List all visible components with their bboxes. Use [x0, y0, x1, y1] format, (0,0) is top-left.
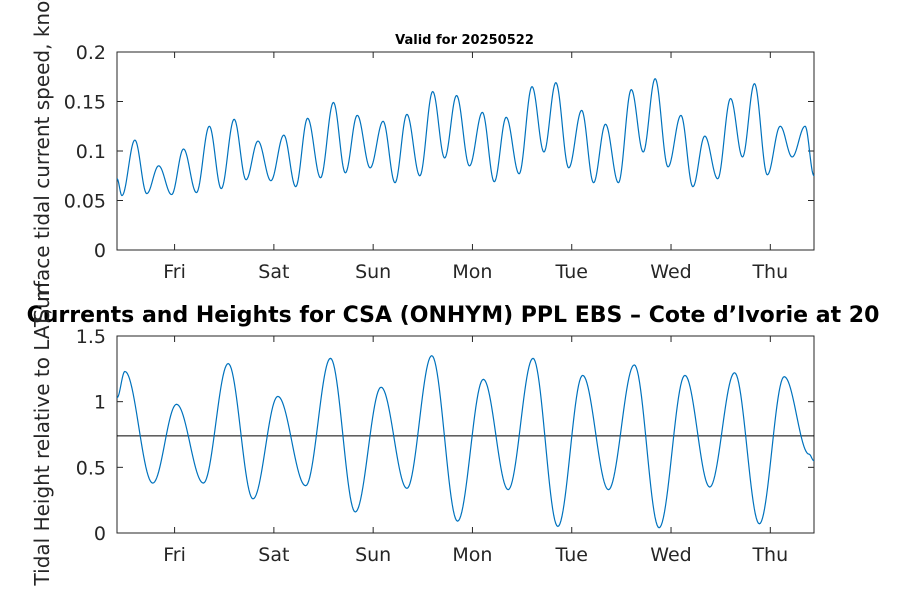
current-speed-x-tick-label: Tue	[555, 261, 588, 283]
current-speed-y-tick-label: 0.2	[76, 42, 106, 64]
tidal-height-x-tick-label: Thu	[751, 544, 788, 566]
tidal-height-y-tick-label: 0	[94, 523, 106, 545]
tidal-height-x-tick-label: Wed	[650, 544, 691, 566]
current-speed-x-tick-label: Fri	[163, 261, 186, 283]
tidal-height-series-line	[116, 354, 815, 529]
tidal-height-x-tick-label: Fri	[163, 544, 186, 566]
current-speed-x-tick-label: Thu	[751, 261, 788, 283]
tidal-height-plot: 0 0.5 1 1.5 Fri Sat Sun Mon Tue Wed Thu Currents …	[27, 303, 880, 566]
current-speed-y-tick-label: 0.15	[64, 92, 106, 114]
tidal-height-x-tick-label: Sat	[258, 544, 289, 566]
tidal-height-y-tick-label: 0.5	[76, 457, 106, 479]
current-speed-plot: Valid for 20250522 0 0.05 0.1 0.15 0.2 Fri Sa…	[64, 33, 815, 283]
current-speed-x-tick-label: Sun	[355, 261, 391, 283]
current-speed-y-tick-label: 0.05	[64, 191, 106, 213]
current-speed-x-ticks: Fri Sat Sun Mon Tue Wed Thu	[163, 52, 788, 283]
tidal-height-x-ticks: Fri Sat Sun Mon Tue Wed Thu	[163, 336, 788, 566]
current-speed-x-tick-label: Sat	[258, 261, 289, 283]
tidal-height-x-tick-label: Sun	[355, 544, 391, 566]
current-speed-y-ticks: 0 0.05 0.1 0.15 0.2	[64, 42, 814, 262]
current-speed-y-tick-label: 0.1	[76, 141, 106, 163]
current-speed-x-tick-label: Mon	[452, 261, 492, 283]
tidal-height-y-tick-label: 1	[94, 392, 106, 414]
tidal-height-y-tick-label: 1.5	[76, 326, 106, 348]
tidal-height-x-tick-label: Mon	[452, 544, 492, 566]
currents-heights-title: Currents and Heights for CSA (ONHYM) PPL…	[27, 303, 880, 328]
current-speed-y-label: Surface tidal current speed, knots	[30, 0, 54, 322]
tidal-height-axes-box	[116, 335, 815, 534]
tidal-height-y-label: Tidal Height relative to LAT, m	[30, 283, 54, 587]
current-speed-series-line	[116, 78, 815, 197]
current-speed-y-tick-label: 0	[94, 240, 106, 262]
tidal-height-x-tick-label: Tue	[555, 544, 588, 566]
current-speed-title: Valid for 20250522	[395, 33, 534, 48]
tidal-height-y-ticks: 0 0.5 1 1.5	[76, 326, 814, 545]
current-speed-x-tick-label: Wed	[650, 261, 691, 283]
